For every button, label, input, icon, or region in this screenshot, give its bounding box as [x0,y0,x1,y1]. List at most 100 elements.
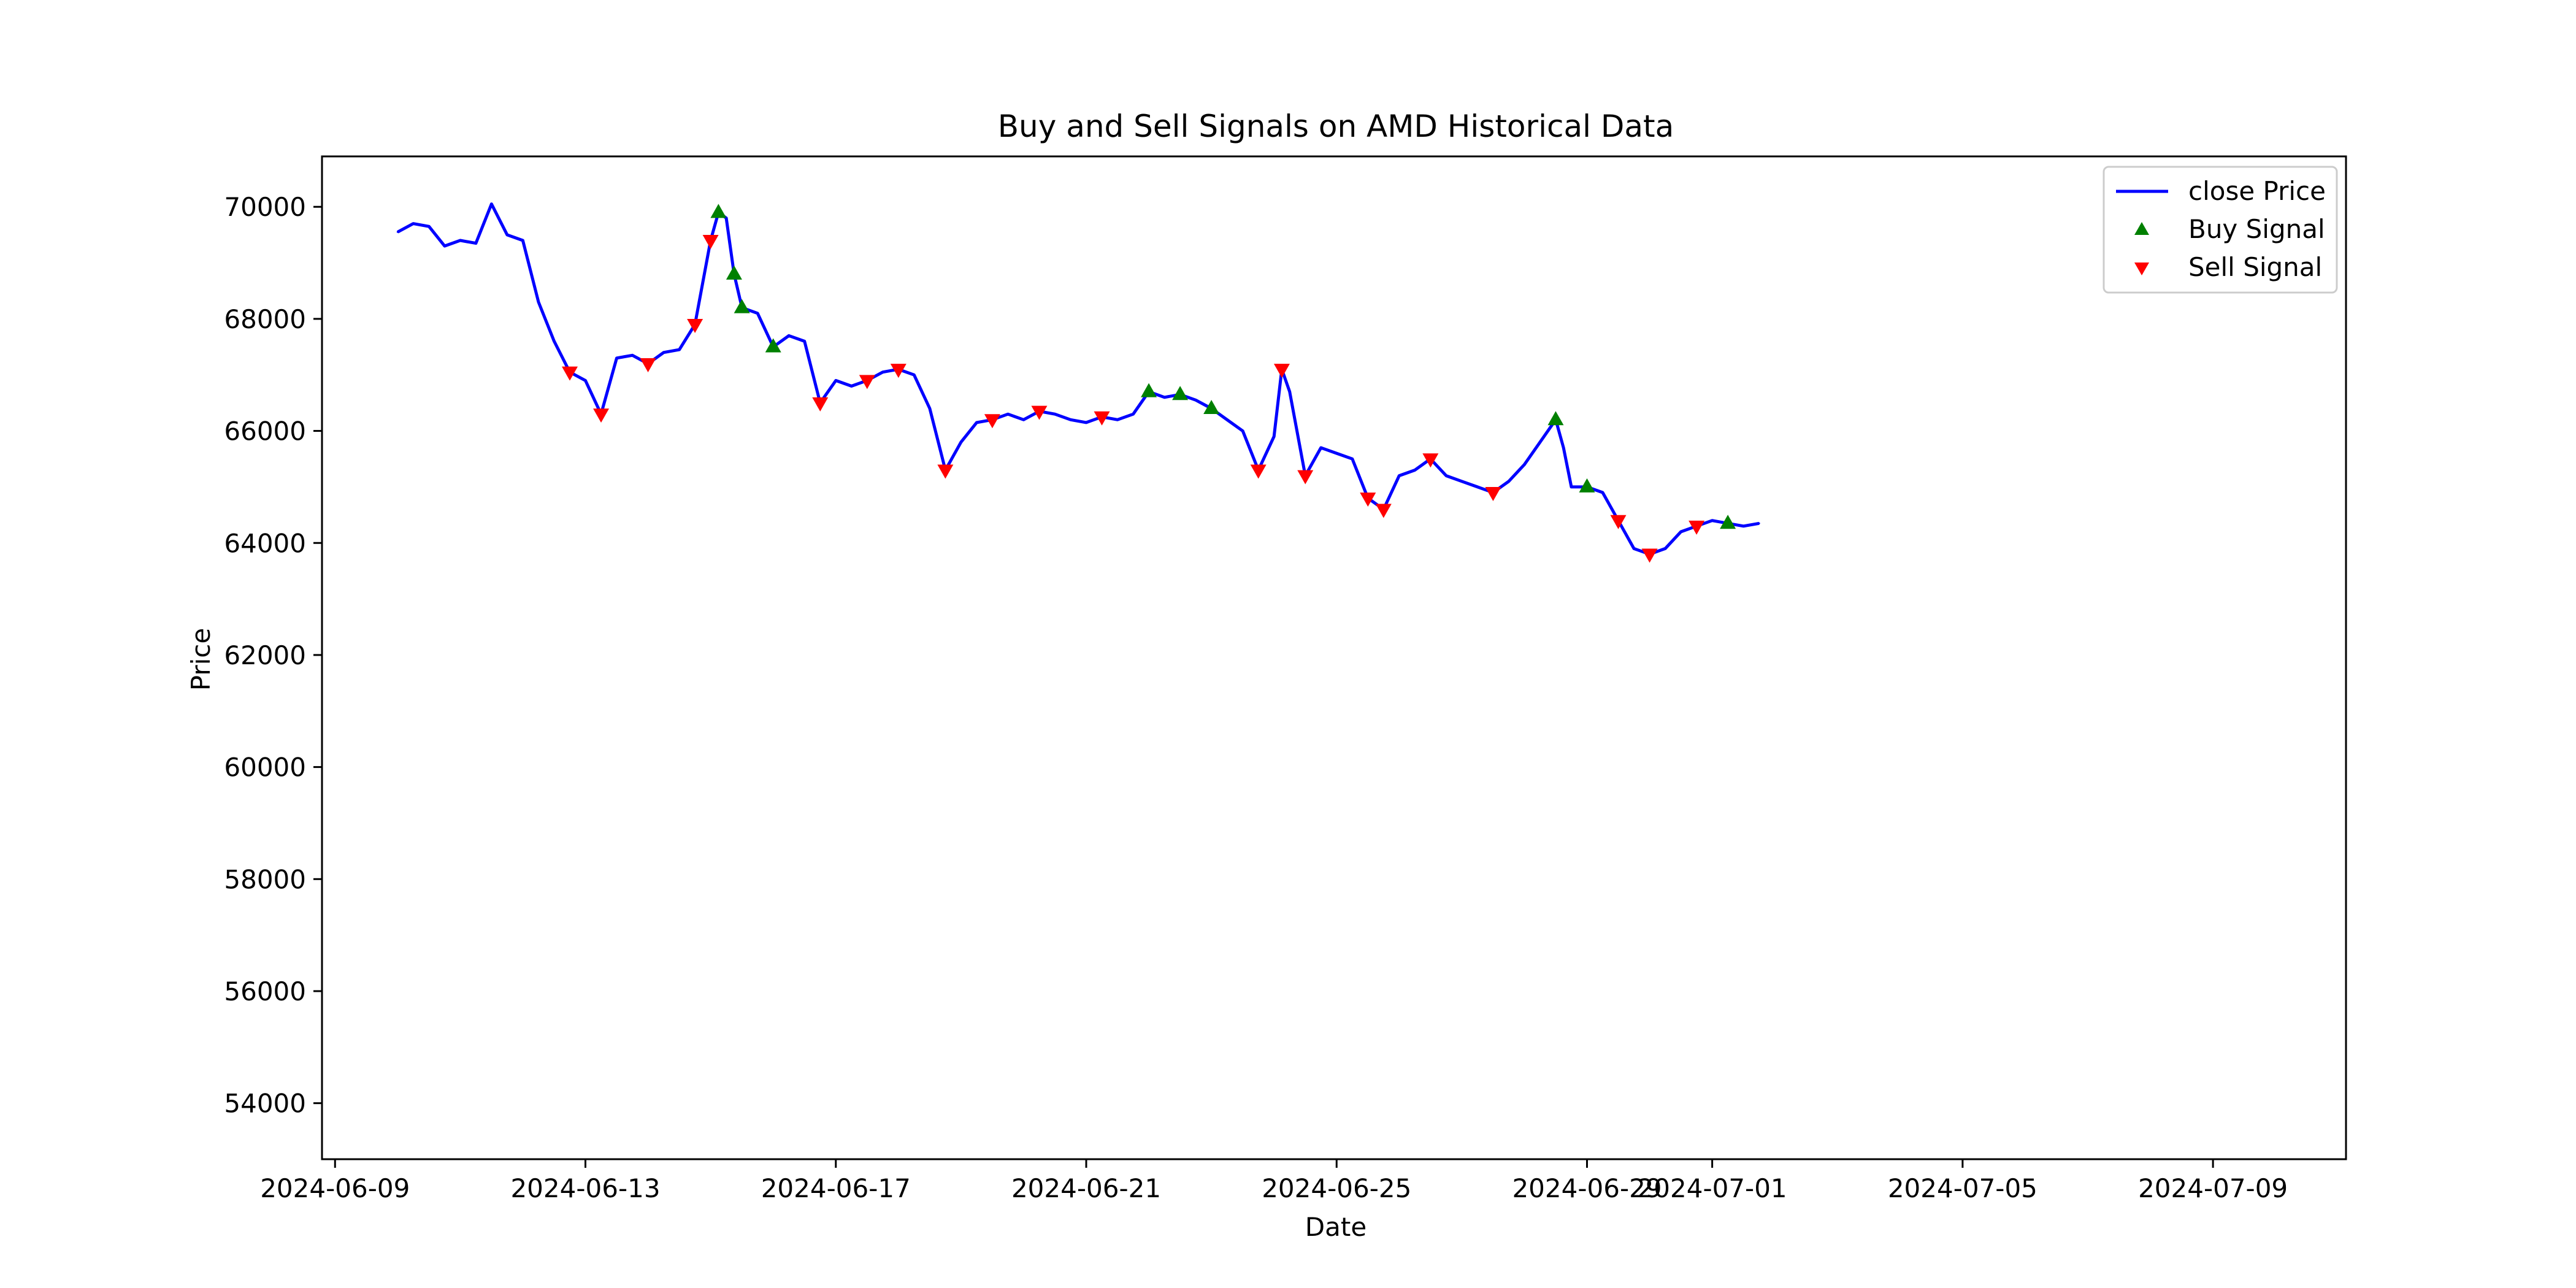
close-price-point [1742,525,1745,527]
close-price-point [1335,452,1338,454]
close-price-point [850,385,853,387]
close-price-point [1116,418,1119,421]
close-price-point [1398,475,1400,477]
sell-signal-marker [1641,548,1658,563]
close-price-point [396,231,399,233]
close-price-point [1132,413,1135,415]
close-price-point [913,374,915,376]
plot-area [321,155,2347,1160]
x-tick-label: 2024-06-17 [761,1173,911,1203]
x-tick-label: 2024-07-01 [1638,1173,1787,1203]
x-tick-label: 2024-07-09 [2138,1173,2288,1203]
close-price-point [1570,486,1573,488]
close-price-point [1226,418,1229,421]
close-price-point [1680,531,1682,533]
sell-signal-marker [1485,487,1501,502]
sell-signal-marker [1689,520,1705,535]
close-price-point [1445,475,1447,477]
buy-signal-marker [1547,411,1564,426]
close-price-point [459,239,461,242]
close-price-point [662,351,665,354]
sell-signal-marker [1250,464,1267,479]
buy-signal-marker [1579,478,1595,493]
close-price-point [1054,413,1056,415]
close-price-point [616,357,618,359]
sell-signal-marker [593,408,610,423]
close-price-point [929,407,931,410]
buy-signal-marker [1172,386,1189,401]
buy-signal-marker [726,265,742,280]
close-price-point [1351,458,1354,460]
sell-signal-marker [702,235,719,250]
buy-signal-series [710,204,1736,529]
buy-signal-marker [734,299,750,313]
sell-signal-marker [640,358,656,372]
close-price-point [1476,486,1479,488]
sell-signal-marker [859,375,875,389]
sell-signal-marker [687,319,703,334]
sell-signal-marker [984,414,1000,429]
close-price-point [1460,480,1463,483]
y-tick-label: 66000 [224,416,306,447]
sell-signal-marker [890,364,907,378]
y-tick-label: 70000 [224,192,306,222]
y-tick-label: 58000 [224,864,306,894]
close-price-point [1508,480,1510,483]
close-price-point [1664,547,1666,550]
y-tick-label: 62000 [224,640,306,670]
close-price-point [788,334,790,337]
close-price-point [1022,418,1025,421]
close-price-point [1758,522,1760,524]
x-tick-label: 2024-07-05 [1888,1173,2037,1203]
sell-signal-marker [1273,364,1290,378]
close-price-point [1006,413,1009,415]
close-price-point [1633,547,1635,550]
sell-signal-marker [1610,515,1627,529]
buy-signal-marker [1203,400,1220,415]
close-price-point [881,371,884,374]
close-price-point [631,354,634,356]
close-price-point [1523,463,1525,466]
buy-signal-marker [710,204,727,218]
close-price-point [1241,430,1244,432]
close-price-point [678,348,681,351]
buy-signal-marker [1141,383,1157,397]
y-tick-label: 64000 [224,528,306,558]
close-price-point [1562,447,1565,449]
close-price-point [835,379,837,381]
legend: close Price Buy Signal Sell Signal [2103,166,2338,294]
x-tick-label: 2024-06-21 [1011,1173,1161,1203]
close-price-point [553,340,555,342]
x-axis-label: Date [1305,1212,1367,1242]
close-price-point [427,225,430,228]
close-price-point [1289,391,1291,393]
close-price-point [1273,435,1275,438]
close-price-point [1069,418,1071,421]
legend-label-close: close Price [2188,176,2326,206]
close-price-point [506,234,508,236]
sell-signal-marker [937,464,954,479]
x-tick-label: 2024-06-13 [510,1173,660,1203]
close-price-point [412,223,415,225]
x-tick-label: 2024-06-09 [260,1173,410,1203]
y-tick-label: 56000 [224,976,306,1006]
x-tick-label: 2024-06-29 [1512,1173,1662,1203]
close-price-point [1195,399,1197,401]
close-price-point [490,203,493,205]
close-price-point [756,312,759,315]
close-price-point [537,301,540,303]
close-price-point [803,340,806,342]
close-price-point [960,441,962,443]
x-tick-label: 2024-06-25 [1262,1173,1411,1203]
y-tick-label: 68000 [224,304,306,334]
sell-signal-marker [1031,405,1048,420]
y-tick-label: 54000 [224,1089,306,1119]
legend-sell-swatch [2134,263,2149,275]
close-price-point [975,421,978,424]
sell-signal-marker [812,397,829,412]
legend-buy-swatch [2134,222,2149,235]
sell-signal-marker [1094,411,1110,426]
x-axis: 2024-06-09 2024-06-13 2024-06-17 2024-06-21… [260,1159,2288,1203]
close-price-point [1414,469,1416,472]
y-axis: 54000 56000 58000 60000 62000 64000 66000 68000… [224,192,322,1119]
